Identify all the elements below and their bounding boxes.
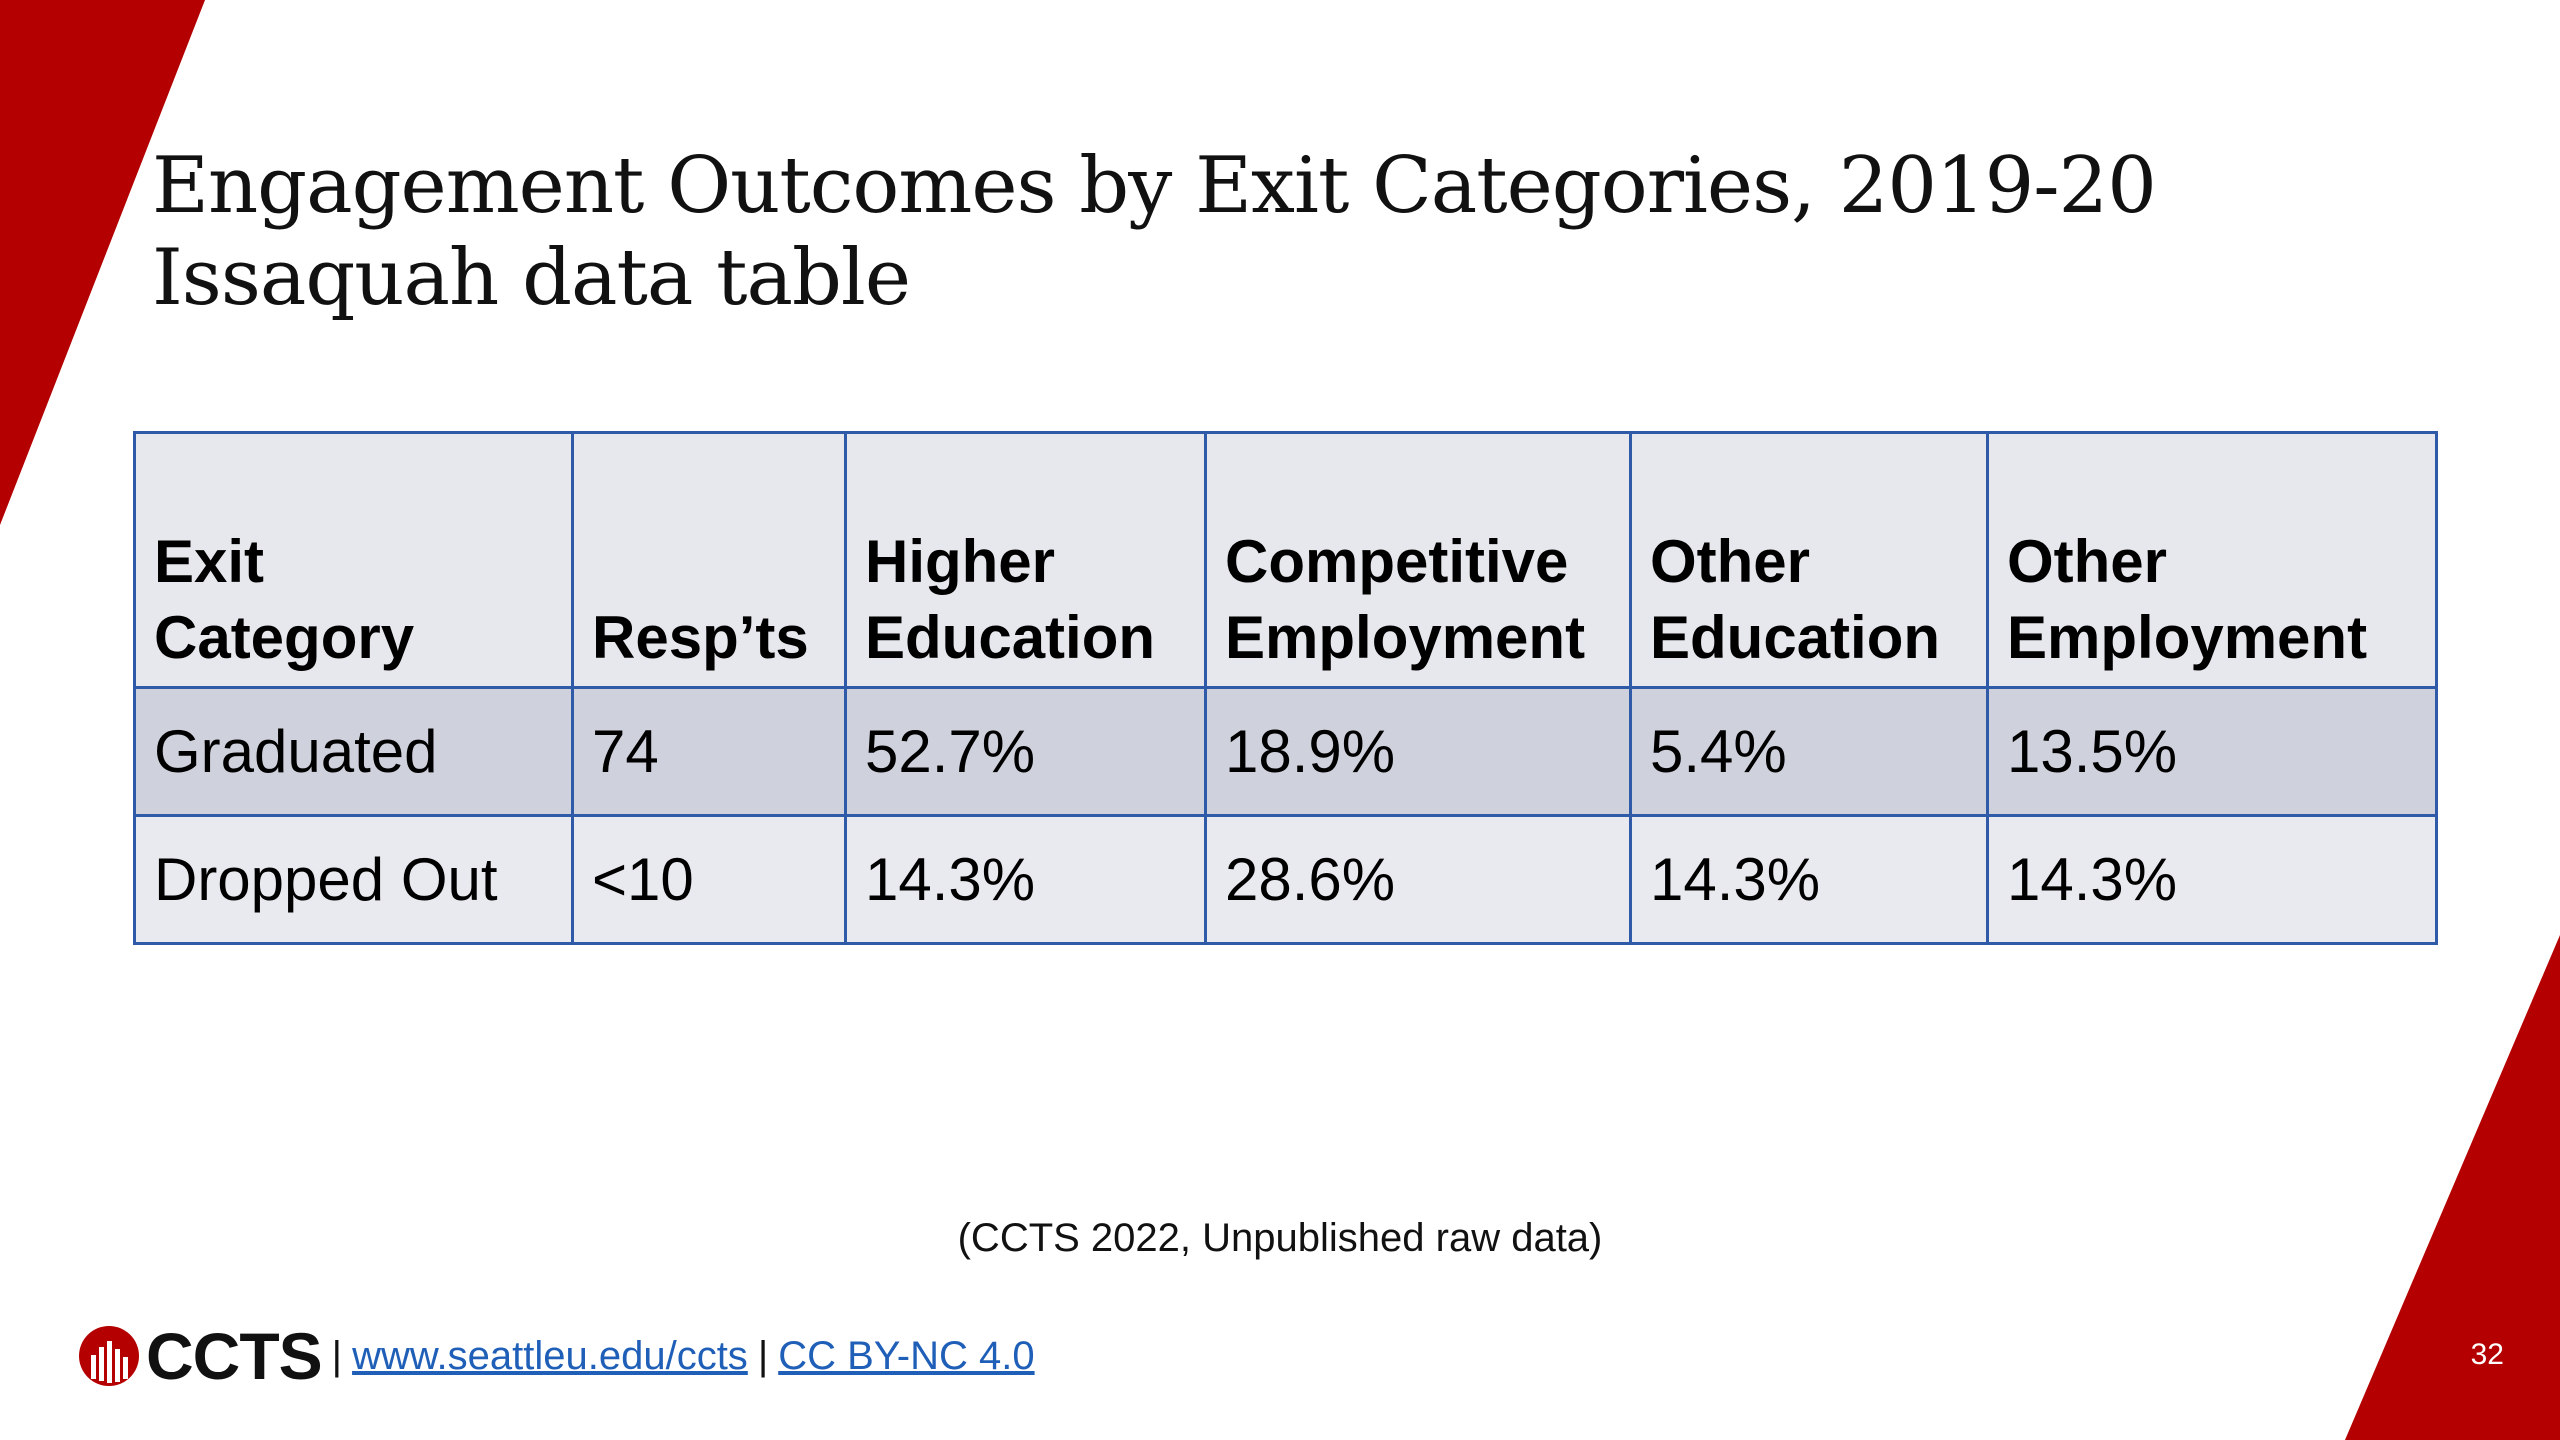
top-left-red-wedge	[0, 0, 205, 525]
ccts-logo-icon	[79, 1326, 139, 1386]
cell-respondents: 74	[571, 686, 847, 817]
header-exit-category: Exit Category	[133, 431, 574, 689]
cell-respondents: <10	[571, 814, 847, 945]
license-link[interactable]: CC BY-NC 4.0	[778, 1333, 1035, 1378]
header-higher-education: Higher Education	[844, 431, 1207, 689]
slide-title: Engagement Outcomes by Exit Categories, …	[152, 140, 2157, 324]
cell-exit-category: Graduated	[133, 686, 574, 817]
header-competitive-employment: Competitive Employment	[1204, 431, 1632, 689]
cell-higher-education: 52.7%	[844, 686, 1207, 817]
cell-other-employment: 13.5%	[1986, 686, 2438, 817]
cell-other-education: 5.4%	[1629, 686, 1989, 817]
footer-separator: |	[757, 1333, 769, 1378]
cell-competitive-employment: 28.6%	[1204, 814, 1632, 945]
bottom-right-red-wedge	[2345, 935, 2560, 1440]
header-other-employment: Other Employment	[1986, 431, 2438, 689]
table-header-row: Exit Category Resp’ts Higher Education C…	[133, 431, 2438, 689]
cell-higher-education: 14.3%	[844, 814, 1207, 945]
ccts-logo-text: CCTS	[146, 1319, 323, 1393]
outcomes-table: Exit Category Resp’ts Higher Education C…	[133, 431, 2438, 945]
cell-other-employment: 14.3%	[1986, 814, 2438, 945]
footer-separator: |	[331, 1333, 343, 1378]
title-line-1: Engagement Outcomes by Exit Categories, …	[152, 141, 2157, 231]
header-respondents: Resp’ts	[571, 431, 847, 689]
website-link[interactable]: www.seattleu.edu/ccts	[352, 1333, 748, 1378]
title-line-2: Issaquah data table	[152, 233, 911, 323]
cell-exit-category: Dropped Out	[133, 814, 574, 945]
cell-competitive-employment: 18.9%	[1204, 686, 1632, 817]
header-other-education: Other Education	[1629, 431, 1989, 689]
footer: CCTS | www.seattleu.edu/ccts | CC BY-NC …	[78, 1316, 1035, 1396]
citation: (CCTS 2022, Unpublished raw data)	[957, 1216, 1603, 1260]
page-number: 32	[2470, 1338, 2504, 1371]
table-row: Dropped Out <10 14.3% 28.6% 14.3% 14.3%	[133, 814, 2438, 945]
cell-other-education: 14.3%	[1629, 814, 1989, 945]
table-row: Graduated 74 52.7% 18.9% 5.4% 13.5%	[133, 686, 2438, 817]
